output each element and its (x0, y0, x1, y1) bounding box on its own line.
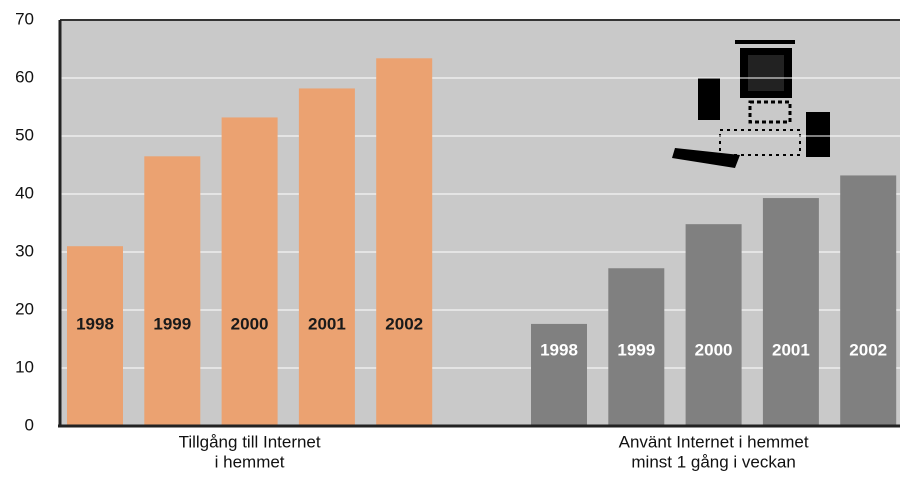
bar (685, 224, 742, 426)
y-tick-label: 20 (15, 299, 34, 318)
category-label: 1998 (540, 340, 578, 359)
category-label: 2000 (231, 314, 269, 333)
bar (221, 117, 278, 426)
y-tick-label: 40 (15, 183, 34, 202)
bar (67, 246, 123, 426)
group-label: minst 1 gång i veckan (631, 452, 795, 471)
category-label: 2002 (849, 340, 887, 359)
group-label: Tillgång till Internet (179, 432, 321, 451)
bar (608, 268, 665, 426)
category-label: 2001 (308, 314, 346, 333)
category-label: 1998 (76, 314, 114, 333)
axes (58, 19, 900, 428)
bar (840, 175, 897, 426)
computer-icon (672, 40, 830, 168)
category-label: 1999 (617, 340, 655, 359)
category-label: 2001 (772, 340, 810, 359)
group-label: Använt Internet i hemmet (619, 432, 809, 451)
bar (376, 58, 433, 426)
y-tick-label: 10 (15, 357, 34, 376)
y-tick-label: 50 (15, 125, 34, 144)
y-tick-label: 70 (15, 9, 34, 28)
bar (531, 323, 587, 426)
bar (762, 198, 819, 426)
y-tick-label: 30 (15, 241, 34, 260)
category-label: 2000 (695, 340, 733, 359)
y-tick-label: 0 (25, 415, 34, 434)
group-label: i hemmet (215, 452, 285, 471)
category-label: 1999 (153, 314, 191, 333)
y-tick-label: 60 (15, 67, 34, 86)
bar (144, 156, 201, 427)
bar (298, 88, 355, 426)
category-label: 2002 (385, 314, 423, 333)
